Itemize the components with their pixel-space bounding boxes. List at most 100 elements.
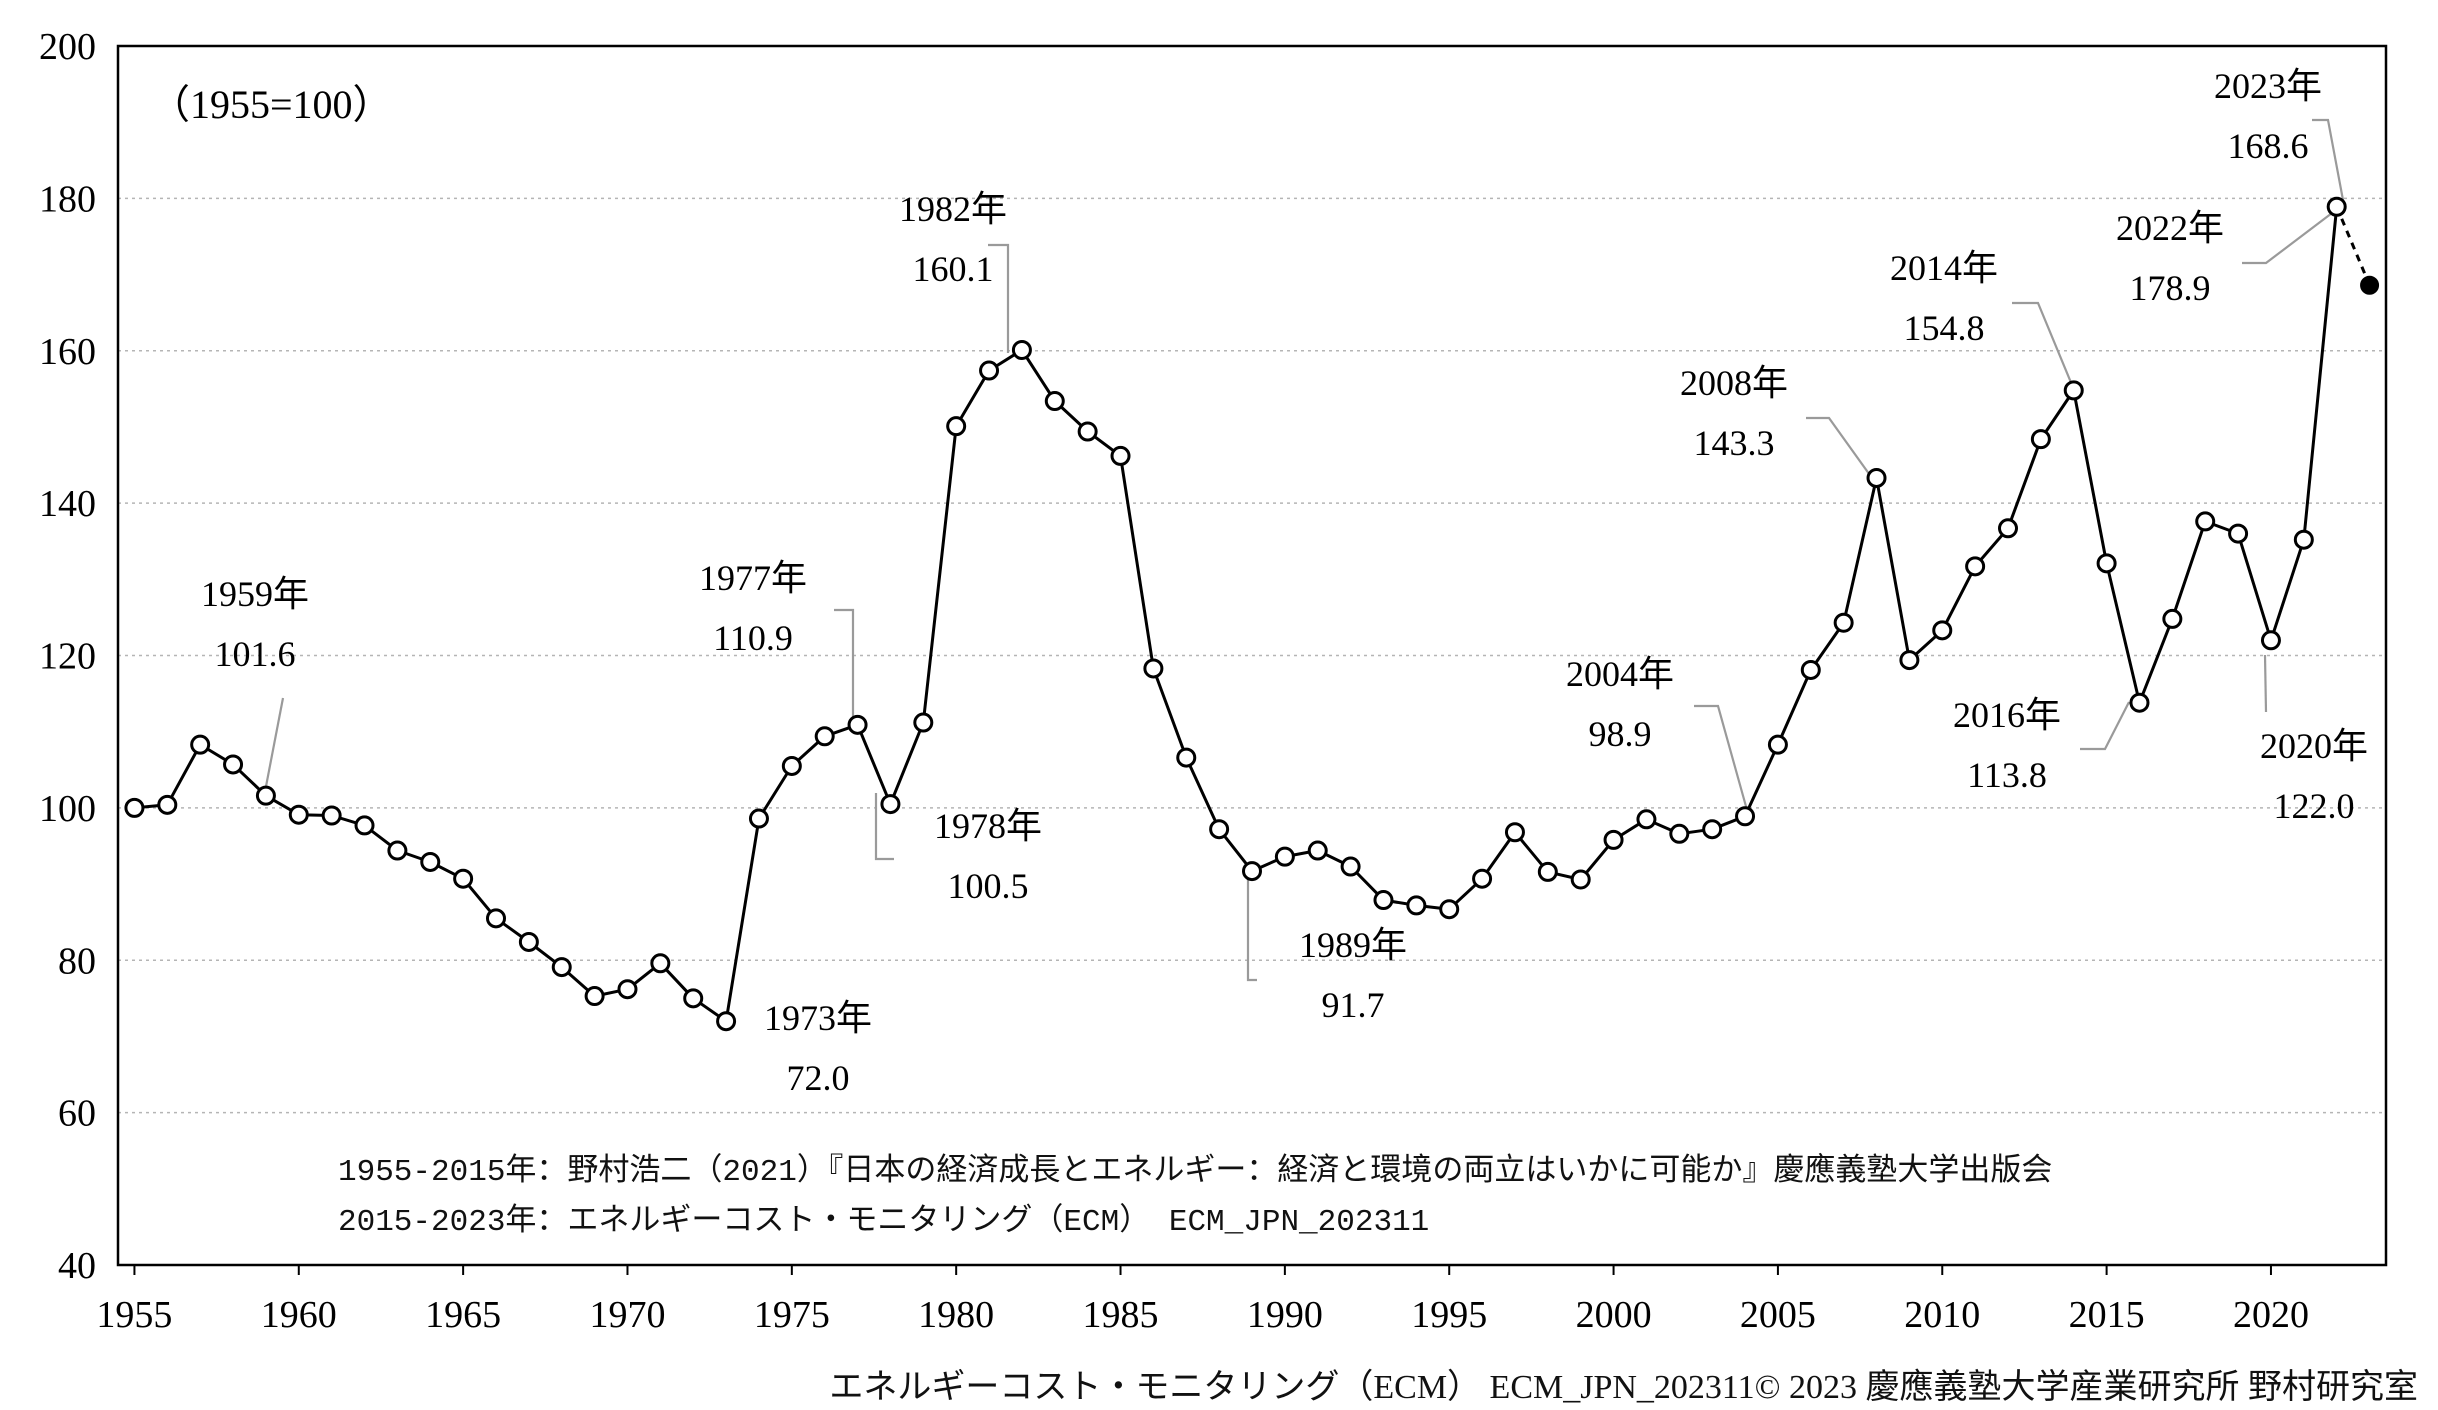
data-point [2260, 630, 2281, 651]
data-point [1899, 650, 1920, 671]
data-point [1537, 861, 1558, 882]
footer-credit: エネルギーコスト・モニタリング（ECM） ECM_JPN_202311© 202… [829, 1368, 2418, 1406]
annotation-leader [2263, 654, 2268, 713]
data-point [814, 726, 835, 747]
annotation-year: 2023年 [2214, 66, 2322, 106]
data-point [1176, 747, 1197, 768]
x-tick-label: 1980 [918, 1294, 994, 1336]
annotation-year: 1959年 [201, 574, 309, 614]
annotation-leader [874, 793, 894, 861]
gridlines [118, 197, 2386, 1114]
annotation-leader [2242, 209, 2337, 265]
x-tick-label: 1955 [96, 1294, 172, 1336]
x-tick-label: 1990 [1247, 1294, 1323, 1336]
y-axis: 40 60 80 100 120 140 160 180 200 [39, 26, 96, 1287]
annotation-year: 1973年 [764, 998, 872, 1038]
x-tick-label: 1975 [754, 1294, 830, 1336]
annotation-leader [2312, 118, 2345, 201]
data-point [387, 840, 408, 861]
data-point [157, 794, 178, 815]
data-point [551, 957, 572, 978]
x-tick-label: 2015 [2069, 1294, 2145, 1336]
data-point [1274, 846, 1295, 867]
y-tick-label: 80 [58, 940, 96, 982]
data-point [486, 908, 506, 929]
x-tick-label: 2010 [1904, 1294, 1980, 1336]
data-point [2129, 692, 2150, 713]
annotation-leader [834, 608, 855, 727]
y-tick-label: 100 [39, 788, 96, 830]
annotation-year: 1978年 [934, 806, 1042, 846]
x-tick-label: 1970 [589, 1294, 665, 1336]
annotation-value: 178.9 [2130, 268, 2211, 308]
data-point [1307, 840, 1328, 861]
series-points [124, 196, 2380, 1032]
y-tick-label: 140 [39, 483, 96, 525]
x-tick-label: 1965 [425, 1294, 501, 1336]
data-point [518, 931, 539, 952]
data-point [2293, 529, 2314, 550]
series-lines [134, 206, 2371, 1023]
series-line [134, 206, 2339, 1023]
data-point [420, 851, 441, 872]
x-tick-label: 2000 [1576, 1294, 1652, 1336]
x-tick-label: 2020 [2233, 1294, 2309, 1336]
annotation-leader [2080, 701, 2130, 751]
y-tick-label: 40 [58, 1245, 96, 1287]
annotations: 1959年 101.6 1973年 72.0 1977年 110.9 1978年 100.5 1… [201, 66, 2368, 1098]
data-point [584, 986, 605, 1007]
data-point [913, 712, 934, 733]
series-line-dashed [2335, 206, 2371, 286]
x-tick-label: 1985 [1083, 1294, 1159, 1336]
data-point [223, 754, 244, 775]
data-point [1472, 868, 1493, 889]
annotation-leaders [261, 118, 2345, 982]
data-point [1965, 556, 1986, 577]
annotation-leader [988, 243, 1010, 353]
annotation-leader [1806, 416, 1873, 479]
data-point [617, 979, 638, 1000]
annotation-year: 2016年 [1953, 695, 2061, 735]
annotation-leader [261, 697, 285, 803]
annotation-year: 2008年 [1680, 363, 1788, 403]
data-point [2030, 429, 2051, 450]
annotation-value: 101.6 [215, 634, 296, 674]
data-point [2228, 523, 2249, 544]
annotation-year: 1977年 [699, 558, 807, 598]
data-point [1044, 391, 1065, 412]
annotation-value: 100.5 [948, 866, 1029, 906]
x-tick-label: 1995 [1411, 1294, 1487, 1336]
data-point [1998, 518, 2018, 539]
annotation-value: 113.8 [1967, 755, 2047, 795]
data-point [1932, 620, 1953, 641]
data-point [748, 808, 769, 829]
data-point [255, 785, 276, 806]
data-point [1406, 895, 1427, 916]
annotation-value: 168.6 [2228, 126, 2309, 166]
annotation-year: 2022年 [2116, 208, 2224, 248]
x-tick-label: 2005 [1740, 1294, 1816, 1336]
data-point [354, 815, 375, 836]
x-axis: 1955 1960 1965 1970 1975 1980 1985 1990 1995 2000… [96, 1265, 2309, 1336]
annotation-year: 1982年 [899, 189, 1007, 229]
data-point [880, 794, 901, 815]
data-point [1373, 890, 1394, 911]
annotation-value: 91.7 [1322, 985, 1385, 1025]
data-point [2063, 380, 2084, 401]
source-line-2: 2015-2023年：エネルギーコスト・モニタリング（ECM） ECM_JPN_… [338, 1203, 1429, 1240]
data-point [1011, 339, 1032, 360]
data-point [1504, 822, 1525, 843]
data-point [1735, 806, 1756, 827]
data-point [2096, 553, 2117, 574]
annotation-value: 143.3 [1694, 423, 1775, 463]
data-point [1242, 861, 1262, 882]
data-point [650, 953, 671, 974]
data-point [683, 988, 704, 1009]
data-point [1702, 819, 1723, 840]
annotation-value: 98.9 [1589, 714, 1652, 754]
annotation-year: 1989年 [1299, 925, 1407, 965]
data-point [1603, 829, 1624, 850]
data-point [2162, 608, 2183, 629]
data-point [288, 804, 309, 825]
